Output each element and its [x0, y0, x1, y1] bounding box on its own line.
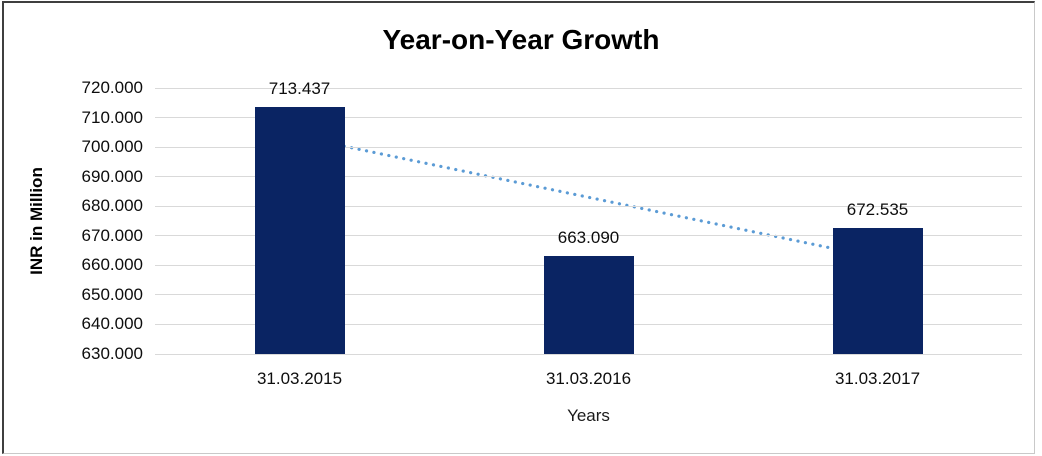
x-tick-label: 31.03.2015	[256, 369, 343, 388]
gridline	[155, 176, 1022, 178]
bar	[254, 107, 345, 354]
gridline	[155, 87, 1022, 89]
x-axis-title: Years	[567, 406, 610, 425]
x-tick-label: 31.03.2017	[834, 369, 921, 388]
y-tick-label: 720.000	[81, 78, 143, 97]
chart-title: Year-on-Year Growth	[382, 24, 660, 55]
y-tick-label: 670.000	[81, 225, 143, 245]
y-tick-label: 660.000	[81, 255, 143, 275]
gridline	[155, 146, 1022, 148]
gridline	[155, 117, 1022, 119]
bar	[832, 228, 923, 354]
bar-data-label: 672.535	[846, 200, 909, 220]
y-axis-title: INR in Million	[27, 167, 46, 275]
gridline	[155, 235, 1022, 237]
gridline	[155, 353, 1022, 355]
bar	[543, 256, 634, 354]
y-tick-label: 650.000	[81, 284, 143, 304]
gridline	[155, 205, 1022, 207]
x-tick-label: 31.03.2016	[545, 369, 632, 388]
y-tick-label: 680.000	[81, 196, 143, 216]
y-tick-label: 640.000	[81, 314, 143, 334]
y-tick-label: 710.000	[81, 107, 143, 127]
y-tick-label: 700.000	[81, 137, 143, 157]
bar-data-label: 713.437	[268, 79, 331, 99]
y-tick-label: 630.000	[81, 344, 143, 363]
bar-data-label: 663.090	[557, 228, 620, 248]
y-tick-label: 690.000	[81, 166, 143, 186]
